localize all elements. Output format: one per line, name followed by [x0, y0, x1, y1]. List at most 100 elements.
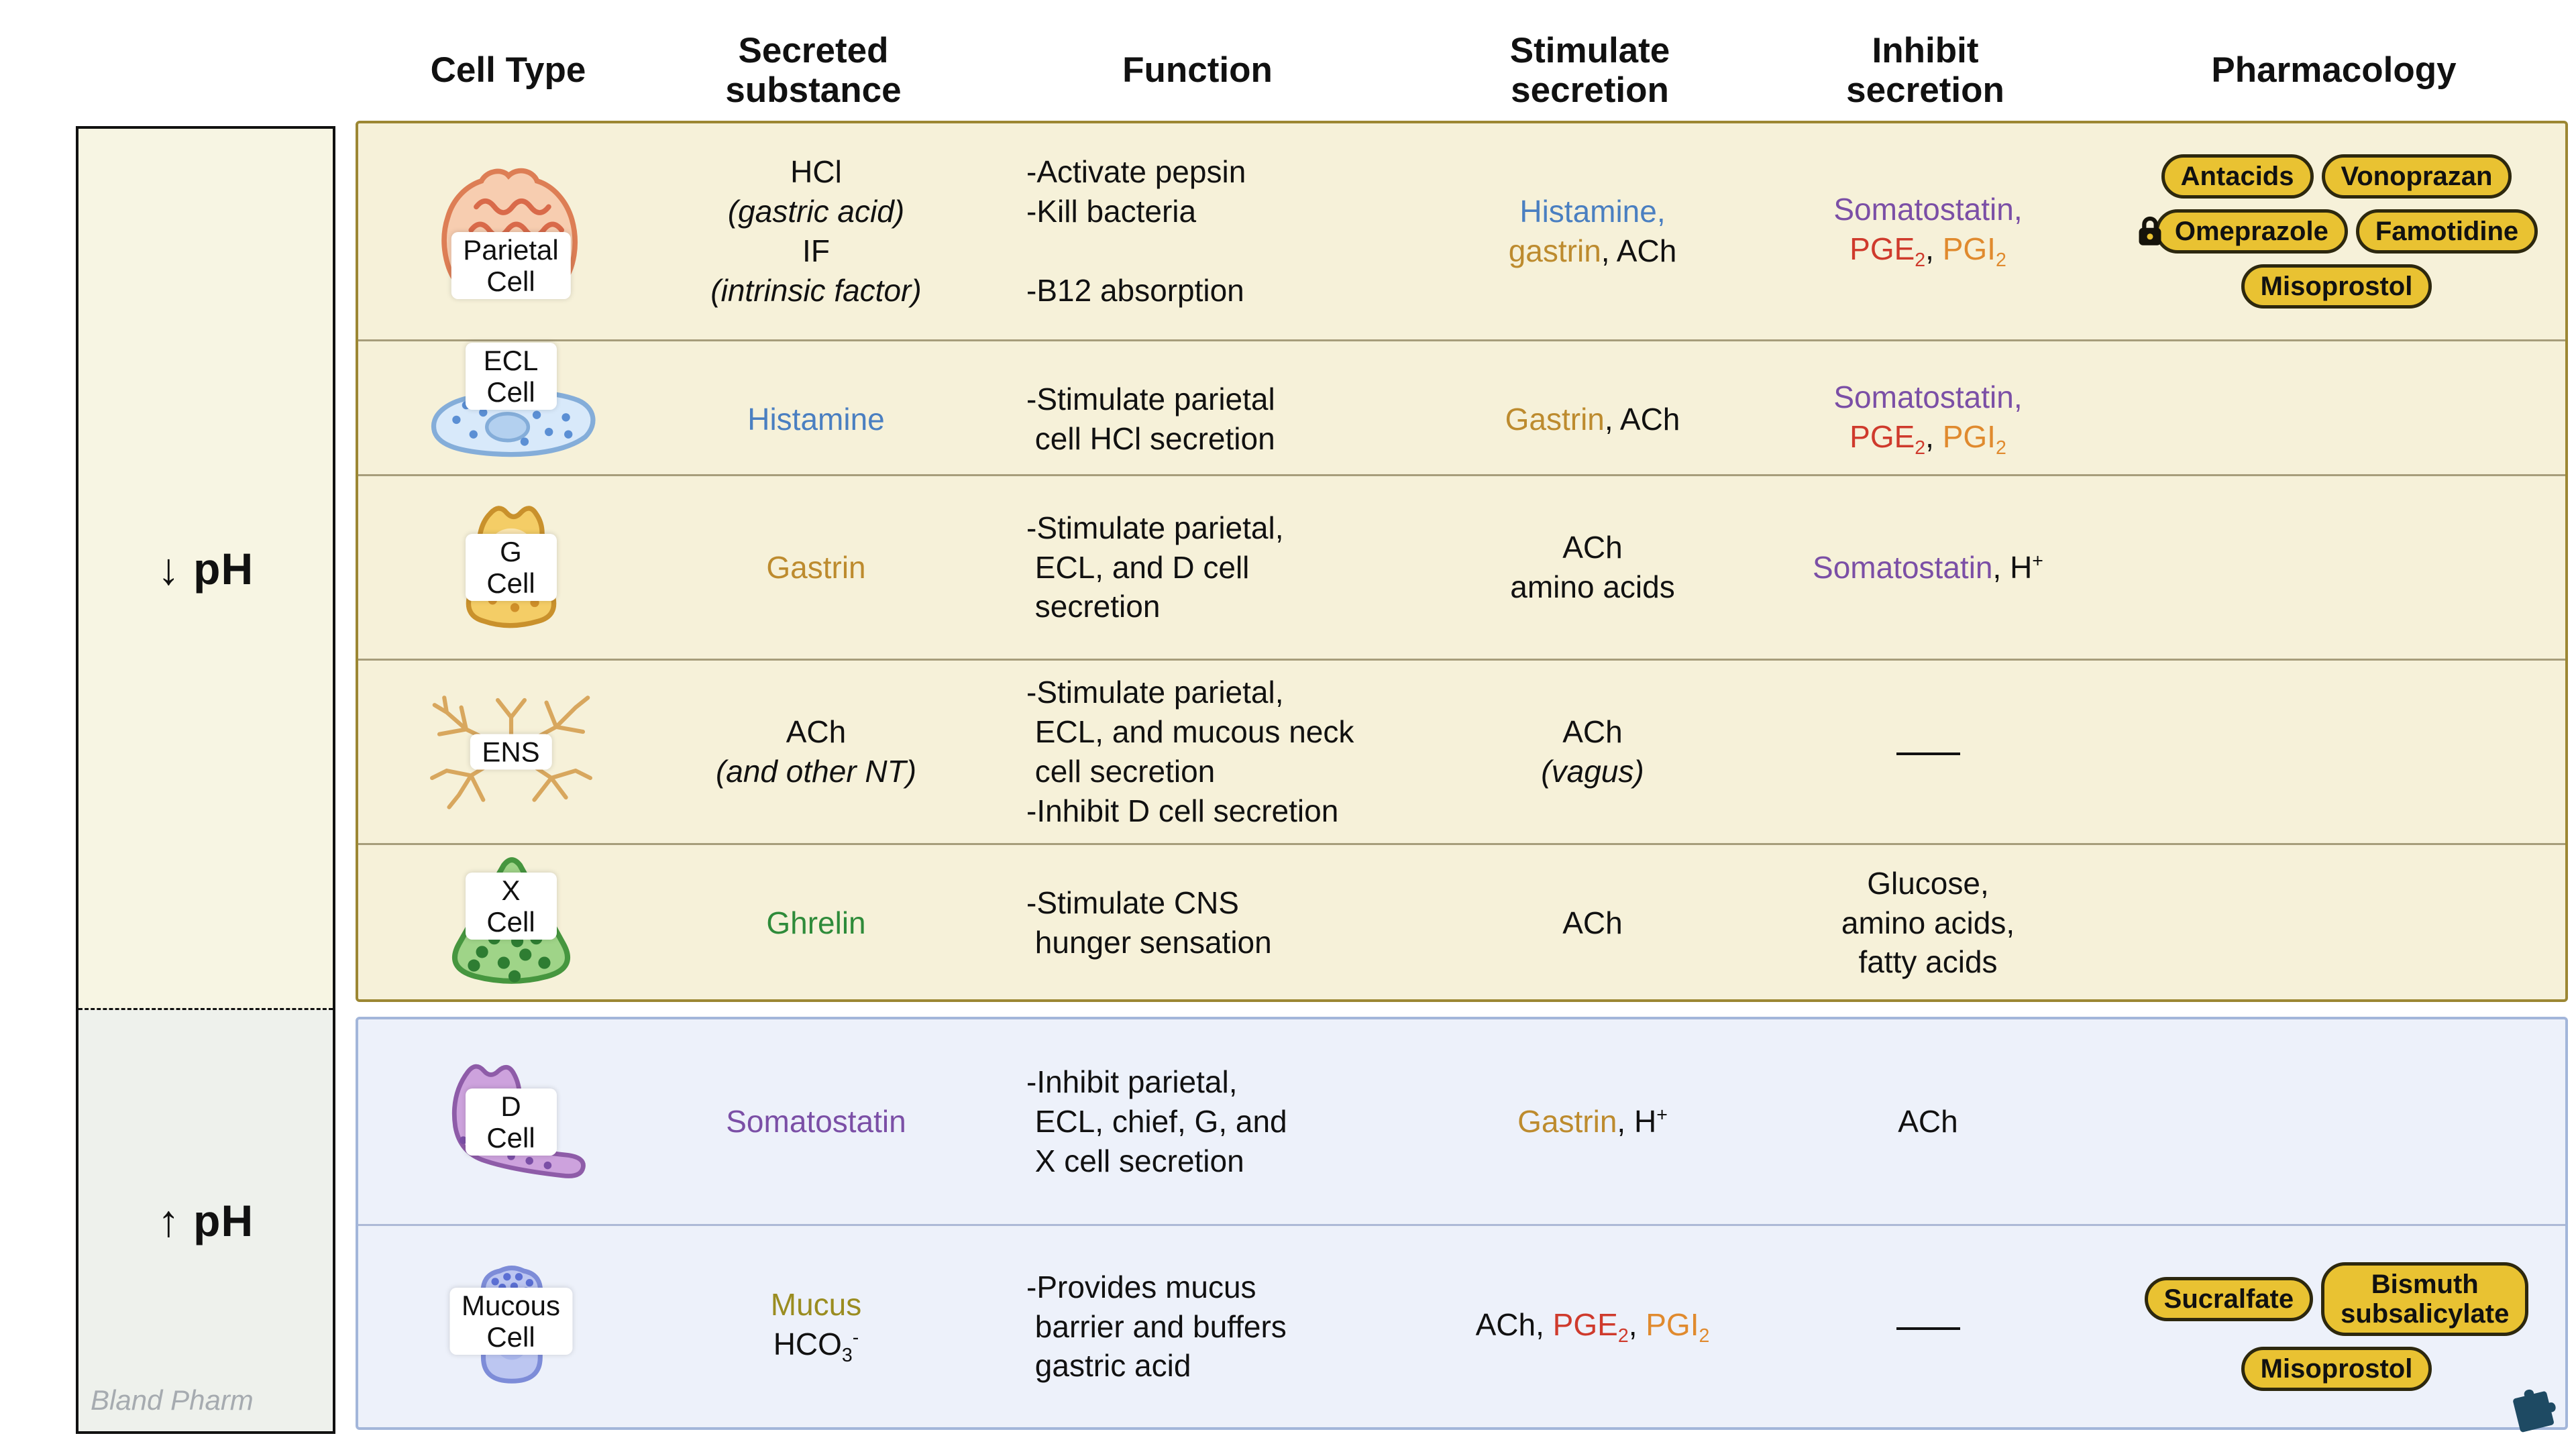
secreted-substance-cell: Ghrelin: [766, 905, 866, 940]
pill-row: Antacids Vonoprazan: [2161, 154, 2512, 199]
drug-pill-sucralfate: Sucralfate: [2144, 1277, 2314, 1321]
pharmacology-cell: [2102, 341, 2571, 497]
drug-pill-misoprostol: Misoprostol: [2241, 264, 2432, 309]
function-cell: -Stimulate parietal, ECL, and D cell sec…: [1026, 510, 1284, 624]
cell-type-cell: Parietal Cell: [358, 123, 663, 339]
function-cell: -Stimulate CNS hunger sensation: [1026, 885, 1272, 960]
cell-type-label: X Cell: [465, 872, 557, 940]
stimulate-secretion-cell: Gastrin, H+: [1517, 1104, 1668, 1139]
cell-type-label: G Cell: [465, 533, 557, 602]
pill-wrap: Vonoprazan: [2321, 154, 2512, 199]
stimulate-secretion-cell: ACh amino acids: [1510, 530, 1675, 604]
x-cell-icon: X Cell: [420, 852, 602, 994]
drug-pill-famotidine: Famotidine: [2355, 209, 2538, 254]
header-function: Function: [1122, 50, 1273, 91]
drug-pill-omeprazole: Omeprazole: [2155, 209, 2348, 254]
parietal-cell-icon: Parietal Cell: [420, 160, 602, 302]
cell-type-cell: G Cell: [358, 476, 663, 659]
table-row-parietal-cell: Parietal Cell HCl (gastric acid) IF (intrins…: [358, 123, 2565, 339]
function-cell: -Inhibit parietal, ECL, chief, G, and X …: [1026, 1064, 1287, 1178]
secreted-substance-cell: ACh (and other NT): [715, 714, 917, 789]
secreted-substance-cell: HCl (gastric acid) IF (intrinsic factor): [710, 154, 922, 308]
cell-type-cell: Mucous Cell: [358, 1226, 663, 1427]
inhibit-secretion-cell: Somatostatin, PGE2, PGI2: [1833, 192, 2023, 272]
pharmacology-cell: [2102, 1019, 2571, 1224]
cell-type-label: Parietal Cell: [451, 231, 571, 299]
acid-lowering-ph-block: Parietal Cell HCl (gastric acid) IF (intrins…: [356, 121, 2568, 1002]
function-cell: -Stimulate parietal cell HCl secretion: [1026, 382, 1275, 456]
pill-wrap: Bismuth subsalicylate: [2321, 1262, 2529, 1336]
header-inhibit-secretion: Inhibit secretion: [1846, 30, 2004, 110]
header-pharmacology: Pharmacology: [2211, 50, 2457, 91]
stimulate-secretion-cell: Histamine, gastrin, ACh: [1508, 194, 1677, 268]
ph-decrease-label: ↓ pH: [157, 543, 254, 594]
cell-type-label: D Cell: [465, 1088, 557, 1156]
ph-high-section: ↑ pH Bland Pharm: [78, 1010, 333, 1431]
secreted-substance-cell: Somatostatin: [726, 1104, 906, 1139]
pill-row: Sucralfate Bismuth subsalicylate: [2144, 1262, 2529, 1336]
function-cell: -Provides mucus barrier and buffers gast…: [1026, 1269, 1287, 1384]
d-cell-icon: D Cell: [420, 1051, 602, 1193]
watermark: Bland Pharm: [91, 1384, 254, 1416]
pill-wrap: Misoprostol: [2241, 1347, 2432, 1391]
cell-type-cell: D Cell: [358, 1019, 663, 1224]
secreted-substance-cell: Histamine: [747, 401, 885, 437]
function-cell: -Stimulate parietal, ECL, and mucous nec…: [1026, 675, 1354, 828]
ph-low-section: ↓ pH: [78, 129, 333, 1010]
none-indicator: [1896, 1327, 1960, 1331]
table-row-x-cell: X Cell Ghrelin -Stimulate CNS hunger sensa…: [358, 843, 2565, 999]
inhibit-secretion-cell: Glucose, amino acids, fatty acids: [1841, 865, 2015, 980]
cell-type-label: Mucous Cell: [449, 1287, 573, 1355]
pill-row: Misoprostol: [2241, 264, 2432, 309]
table-row-mucous-cell: Mucous Cell Mucus HCO3- -Provides mucus bar…: [358, 1224, 2565, 1427]
pharmacology-cell: [2102, 845, 2571, 1001]
cell-type-cell: ECL Cell: [358, 341, 663, 497]
stimulate-secretion-cell: ACh, PGE2, PGI2: [1475, 1306, 1710, 1347]
table-row-ens: ENS ACh (and other NT) -Stimulate parietal,…: [358, 659, 2565, 843]
inhibit-secretion-cell: Somatostatin, PGE2, PGI2: [1833, 380, 2023, 459]
stimulate-secretion-cell: ACh (vagus): [1541, 714, 1644, 789]
cell-type-label: ENS: [470, 734, 552, 770]
inhibit-secretion-cell: Somatostatin, H+: [1813, 549, 2043, 585]
drug-pill-bismuth-subsalicylate: Bismuth subsalicylate: [2321, 1262, 2529, 1336]
secreted-substance-cell: Gastrin: [766, 549, 866, 585]
drug-pill-misoprostol: Misoprostol: [2241, 1347, 2432, 1391]
ph-increase-label: ↑ pH: [157, 1196, 254, 1245]
drug-pill-vonoprazan: Vonoprazan: [2321, 154, 2512, 199]
drug-pill-antacids: Antacids: [2161, 154, 2314, 199]
pharmacology-cell: [2102, 661, 2571, 843]
table-header: Cell Type Secreted substance Function St…: [356, 20, 2568, 121]
cell-type-label: ECL Cell: [465, 343, 557, 410]
pharmacology-cell: Sucralfate Bismuth subsalicylate Misoprost…: [2102, 1226, 2571, 1427]
inhibit-secretion-cell: [1754, 1226, 2102, 1427]
pill-row: Omeprazole Famotidine: [2135, 209, 2538, 254]
stimulate-secretion-cell: ACh: [1562, 905, 1623, 940]
pill-row: Misoprostol: [2241, 1347, 2432, 1391]
secretion-table: Cell Type Secreted substance Function St…: [356, 20, 2568, 1430]
pill-wrap: Antacids: [2161, 154, 2314, 199]
inhibit-secretion-cell: ACh: [1898, 1104, 1958, 1139]
cell-type-cell: ENS: [358, 661, 663, 843]
lock-icon: [2135, 214, 2165, 249]
pill-wrap: Misoprostol: [2241, 264, 2432, 309]
inhibit-secretion-cell: [1754, 661, 2102, 843]
pharmacology-cell: [2102, 476, 2571, 659]
ph-panel: ↓ pH ↑ pH Bland Pharm: [76, 126, 335, 1434]
table-row-d-cell: D Cell Somatostatin -Inhibit parietal, ECL…: [358, 1019, 2565, 1224]
header-stimulate-secretion: Stimulate secretion: [1509, 30, 1670, 110]
header-cell-type: Cell Type: [430, 50, 586, 91]
table-row-g-cell: G Cell Gastrin -Stimulate parietal, ECL, a…: [358, 474, 2565, 659]
ecl-cell-icon: ECL Cell: [420, 343, 602, 490]
none-indicator: [1896, 752, 1960, 756]
stimulate-secretion-cell: Gastrin, ACh: [1505, 401, 1680, 437]
pill-wrap: Omeprazole: [2135, 209, 2348, 254]
table-row-ecl-cell: ECL Cell Histamine -Stimulate parietal cel…: [358, 339, 2565, 474]
mucous-cell-icon: Mucous Cell: [420, 1256, 602, 1398]
header-secreted-substance: Secreted substance: [725, 30, 902, 110]
g-cell-icon: G Cell: [420, 496, 602, 638]
pill-wrap: Famotidine: [2355, 209, 2538, 254]
puzzle-piece-icon: [2501, 1378, 2567, 1443]
pill-wrap: Sucralfate: [2144, 1277, 2314, 1321]
secreted-substance-cell: Mucus HCO3-: [770, 1287, 862, 1367]
ens-icon: ENS: [420, 681, 602, 823]
